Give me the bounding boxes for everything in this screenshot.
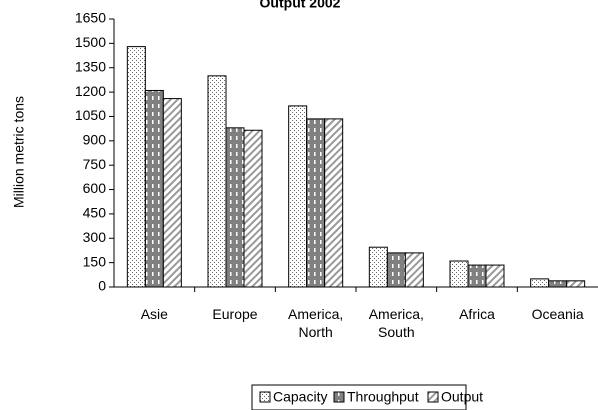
legend-label: Output: [441, 389, 483, 405]
bar: [530, 278, 550, 288]
x-tick-label: Europe: [212, 306, 258, 322]
x-tick-label: Asie: [140, 306, 168, 322]
bar: [548, 280, 568, 288]
y-tick-label: 1200: [75, 83, 106, 99]
y-tick-label: 600: [83, 180, 107, 196]
legend-swatch: [333, 391, 345, 403]
bar: [126, 46, 146, 288]
bar: [243, 129, 263, 288]
bar: [288, 105, 308, 288]
bar: [207, 75, 227, 288]
bar: [162, 98, 182, 288]
bar: [324, 118, 344, 288]
x-tick-label: America, South: [368, 306, 424, 340]
y-axis-label: Million metric tons: [11, 96, 27, 208]
legend-swatch: [427, 391, 439, 403]
bar: [386, 252, 406, 288]
y-tick-label: 150: [83, 253, 107, 269]
bar: [404, 252, 424, 288]
y-tick-label: 1500: [75, 34, 106, 50]
bar: [306, 118, 326, 288]
bar: [467, 264, 487, 288]
x-tick-label: Africa: [459, 306, 495, 322]
bar: [144, 89, 164, 288]
x-tick-label: Oceania: [531, 306, 584, 322]
bar: [368, 246, 388, 288]
y-tick-label: 300: [83, 229, 107, 245]
y-tick-label: 1650: [75, 10, 106, 26]
chart-title: Output 2002: [260, 0, 341, 11]
y-tick-label: 450: [83, 205, 107, 221]
x-tick-label: America, North: [288, 306, 344, 340]
legend-swatch: [259, 391, 271, 403]
legend-label: Capacity: [273, 389, 327, 405]
y-tick-label: 750: [83, 156, 107, 172]
legend-label: Throughput: [347, 389, 419, 405]
y-tick-label: 900: [83, 132, 107, 148]
y-tick-label: 1050: [75, 107, 106, 123]
bar: [449, 260, 469, 288]
bar: [485, 264, 505, 288]
y-tick-label: 1350: [75, 58, 106, 74]
bar: [225, 127, 245, 288]
y-tick-label: 0: [98, 278, 106, 294]
bar: [566, 280, 586, 288]
